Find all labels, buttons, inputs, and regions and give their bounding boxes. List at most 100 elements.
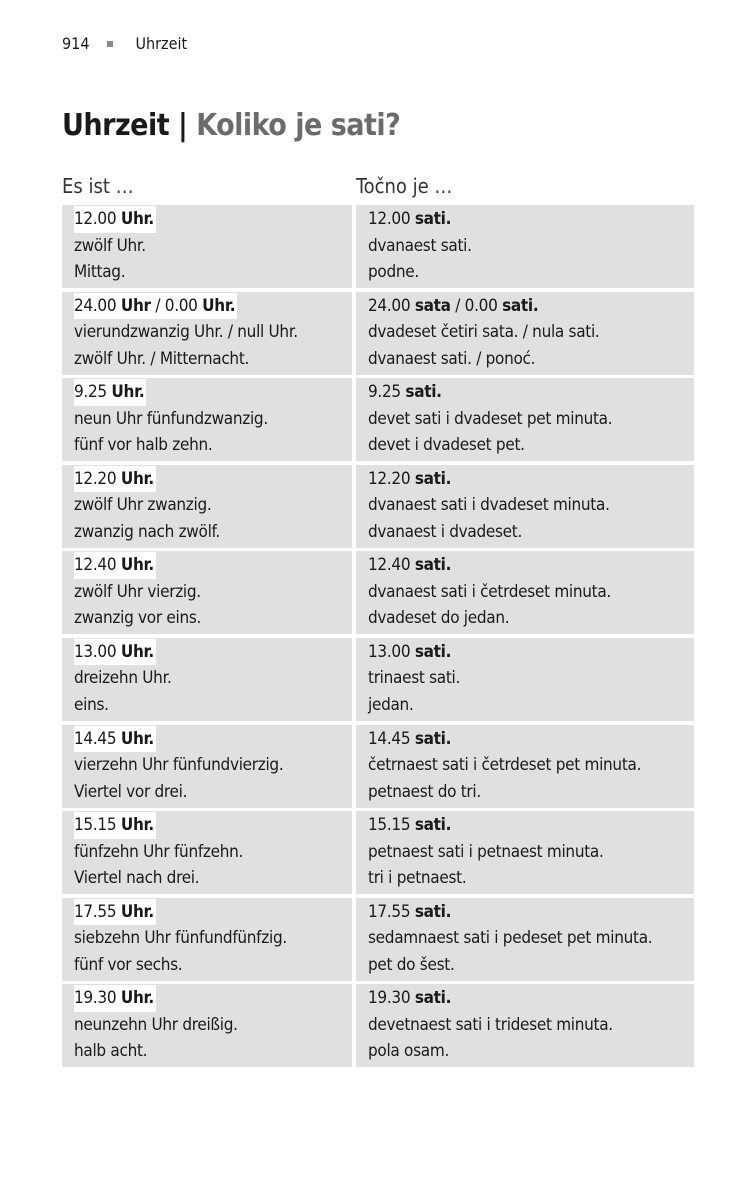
title-main: Uhrzeit | (62, 108, 188, 143)
croatian-time-heading: 9.25 sati. (368, 379, 444, 406)
croatian-cell: 15.15 sati. petnaest sati i petnaest minu… (356, 811, 694, 895)
time-value: 12.00 (368, 209, 415, 229)
german-cell: 24.00 Uhr / 0.00 Uhr. vierundzwanzig Uhr.… (62, 291, 352, 375)
german-phrase: fünf vor halb zehn. (74, 435, 213, 456)
german-cell: 15.15 Uhr. fünfzehn Uhr fünfzehn. Viertel … (62, 811, 352, 895)
time-value: 14.45 (368, 728, 415, 749)
german-time-heading: 12.00 Uhr. (74, 206, 156, 233)
croatian-phrase: dvadeset do jedan. (368, 608, 510, 629)
time-unit: Uhr. (111, 382, 145, 403)
croatian-phrase: sedamnaest sati i pedeset pet minuta. (368, 928, 653, 949)
column-header-croatian: Točno je … (356, 174, 453, 198)
croatian-cell: 17.55 sati. sedamnaest sati i pedeset pet… (356, 897, 694, 981)
time-value: 15.15 (368, 815, 415, 836)
section-name: Uhrzeit (135, 34, 188, 53)
time-unit: Uhr. (120, 209, 154, 229)
german-phrase: neunzehn Uhr dreißig. (74, 1014, 238, 1035)
german-time-heading: 12.40 Uhr. (74, 552, 156, 579)
german-time-heading: 19.30 Uhr. (74, 985, 156, 1012)
table-row: 15.15 Uhr. fünfzehn Uhr fünfzehn. Viertel … (62, 811, 694, 895)
croatian-time-heading: 24.00 sata / 0.00 sati. (368, 293, 540, 320)
german-cell: 17.55 Uhr. siebzehn Uhr fünfundfünfzig. fü… (62, 897, 352, 981)
german-phrase: fünf vor sechs. (74, 954, 183, 975)
time-value: 12.40 (368, 555, 415, 576)
croatian-cell: 19.30 sati. devetnaest sati i trideset mi… (356, 984, 694, 1068)
german-phrase: vierundzwanzig Uhr. / null Uhr. (74, 322, 298, 343)
time-value: 19.30 (368, 988, 415, 1009)
german-phrase: dreizehn Uhr. (74, 668, 172, 689)
croatian-time-heading: 12.40 sati. (368, 552, 453, 579)
croatian-time-heading: 13.00 sati. (368, 639, 453, 666)
german-phrase: zwölf Uhr zwanzig. (74, 495, 212, 516)
croatian-cell: 13.00 sati. trinaest sati. jedan. (356, 637, 694, 721)
croatian-phrase: devet i dvadeset pet. (368, 435, 525, 456)
time-value: 14.45 (74, 728, 121, 749)
table-row: 12.40 Uhr. zwölf Uhr vierzig. zwanzig vor … (62, 551, 694, 635)
german-cell: 13.00 Uhr. dreizehn Uhr. eins. (62, 637, 352, 721)
german-phrase: zwanzig vor eins. (74, 608, 202, 629)
croatian-phrase: pola osam. (368, 1041, 449, 1062)
croatian-cell: 12.00 sati. dvanaest sati. podne. (356, 205, 694, 288)
german-phrase: zwölf Uhr. / Mitternacht. (74, 348, 250, 369)
german-cell: 12.40 Uhr. zwölf Uhr vierzig. zwanzig vor … (62, 551, 352, 635)
croatian-phrase: jedan. (368, 694, 414, 715)
time-value: / 0.00 (450, 295, 503, 316)
german-cell: 12.00 Uhr. zwölf Uhr. Mittag. (62, 205, 352, 288)
time-value: 9.25 (74, 382, 112, 403)
german-time-heading: 9.25 Uhr. (74, 379, 147, 406)
table-row: 14.45 Uhr. vierzehn Uhr fünfundvierzig. Vi… (62, 724, 694, 808)
croatian-phrase: dvadeset četiri sata. / nula sati. (368, 322, 600, 343)
time-unit: Uhr. (120, 728, 154, 749)
croatian-phrase: tri i petnaest. (368, 868, 467, 889)
time-value: 24.00 (368, 295, 415, 316)
croatian-phrase: pet do šest. (368, 954, 455, 975)
time-unit: sati. (414, 468, 452, 489)
croatian-cell: 9.25 sati. devet sati i dvadeset pet minu… (356, 378, 694, 462)
time-unit: Uhr. (120, 815, 154, 836)
croatian-cell: 12.40 sati. dvanaest sati i četrdeset min… (356, 551, 694, 635)
german-cell: 19.30 Uhr. neunzehn Uhr dreißig. halb acht… (62, 984, 352, 1068)
croatian-time-heading: 15.15 sati. (368, 812, 453, 839)
time-unit: Uhr. (120, 468, 154, 489)
page-title: Uhrzeit | Koliko je sati? (62, 108, 401, 143)
croatian-cell: 24.00 sata / 0.00 sati. dvadeset četiri s… (356, 291, 694, 375)
german-phrase: neun Uhr fünfundzwanzig. (74, 408, 268, 429)
table-row: 17.55 Uhr. siebzehn Uhr fünfundfünfzig. fü… (62, 897, 694, 981)
time-unit: sati. (414, 209, 452, 229)
german-phrase: Viertel vor drei. (74, 781, 188, 802)
german-phrase: vierzehn Uhr fünfundvierzig. (74, 755, 284, 776)
croatian-phrase: četrnaest sati i četrdeset pet minuta. (368, 755, 642, 776)
table-row: 19.30 Uhr. neunzehn Uhr dreißig. halb acht… (62, 984, 694, 1068)
german-phrase: Mittag. (74, 262, 126, 282)
german-cell: 14.45 Uhr. vierzehn Uhr fünfundvierzig. Vi… (62, 724, 352, 808)
time-unit: Uhr. (202, 295, 236, 316)
croatian-time-heading: 17.55 sati. (368, 899, 453, 926)
separator-square-icon (107, 40, 114, 47)
croatian-phrase: dvanaest sati i četrdeset minuta. (368, 581, 611, 602)
time-unit: sata (414, 295, 451, 316)
time-value: 13.00 (368, 641, 415, 662)
croatian-time-heading: 12.00 sati. (368, 206, 453, 233)
time-unit: sati. (414, 728, 452, 749)
croatian-phrase: dvanaest i dvadeset. (368, 521, 523, 542)
german-phrase: fünfzehn Uhr fünfzehn. (74, 841, 244, 862)
german-phrase: Viertel nach drei. (74, 868, 200, 889)
croatian-time-heading: 14.45 sati. (368, 726, 453, 753)
table-row: 24.00 Uhr / 0.00 Uhr. vierundzwanzig Uhr.… (62, 291, 694, 375)
german-phrase: zwölf Uhr. (74, 235, 146, 256)
time-unit: sati. (414, 641, 452, 662)
running-head: 914 Uhrzeit (62, 34, 187, 53)
german-time-heading: 24.00 Uhr / 0.00 Uhr. (74, 292, 238, 320)
croatian-time-heading: 19.30 sati. (368, 985, 453, 1012)
german-phrase: eins. (74, 694, 109, 715)
table-row: 9.25 Uhr. neun Uhr fünfundzwanzig. fünf vo… (62, 378, 694, 462)
time-unit: Uhr. (120, 988, 154, 1009)
german-time-heading: 12.20 Uhr. (74, 465, 156, 493)
german-cell: 12.20 Uhr. zwölf Uhr zwanzig. zwanzig nach… (62, 464, 352, 548)
croatian-cell: 12.20 sati. dvanaest sati i dvadeset minu… (356, 464, 694, 548)
time-unit: sati. (502, 295, 539, 316)
time-value: 17.55 (74, 901, 121, 922)
time-value: 12.20 (368, 468, 415, 489)
time-value: 19.30 (74, 988, 121, 1009)
phrase-table: 12.00 Uhr. zwölf Uhr. Mittag. 12.00 sati. dv… (62, 205, 694, 1071)
